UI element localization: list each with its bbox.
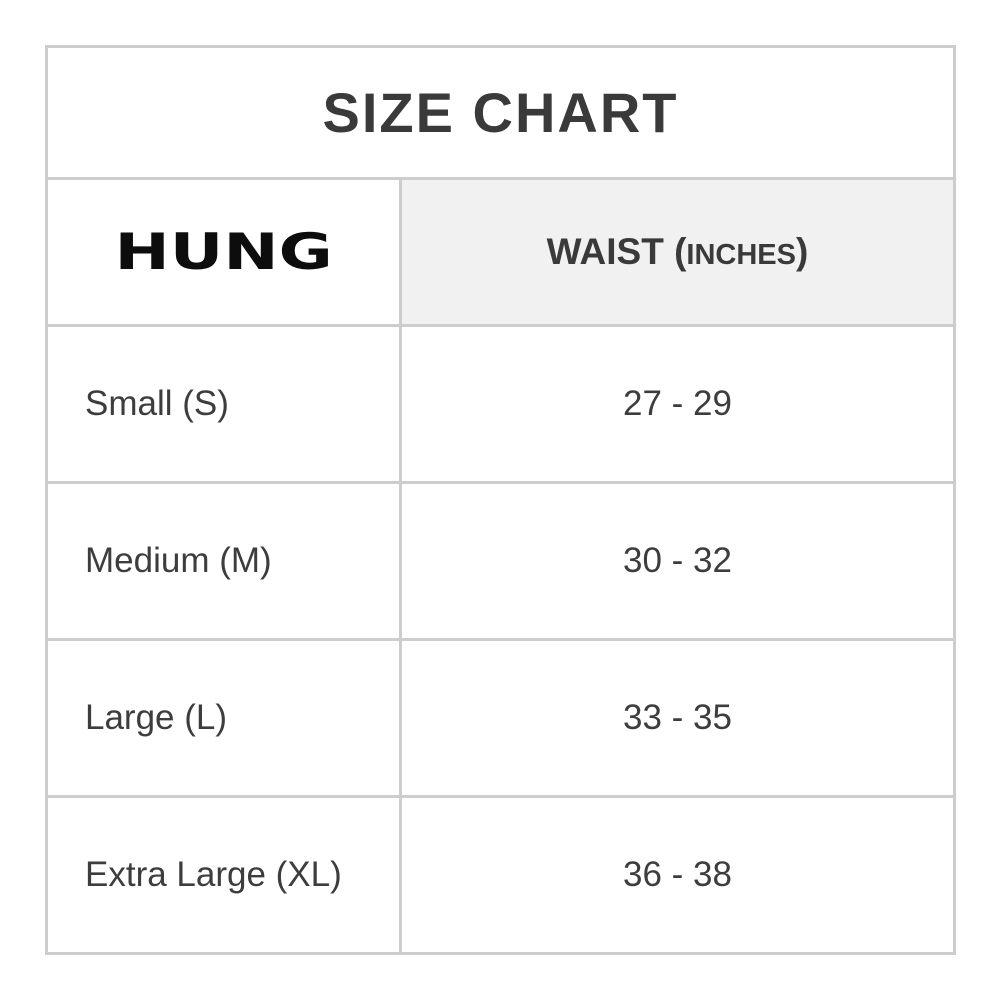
brand-logo: HUNG [114, 223, 333, 281]
size-cell: Small (S) [48, 327, 399, 481]
waist-cell: 30 - 32 [399, 484, 953, 638]
size-label: Medium (M) [85, 541, 272, 580]
waist-cell: 33 - 35 [399, 641, 953, 795]
size-chart-table: SIZE CHART HUNG WAIST (INCHES) Small (S)… [45, 45, 956, 955]
table-row: Extra Large (XL) 36 - 38 [48, 798, 953, 952]
waist-header: WAIST (INCHES) [547, 231, 809, 273]
size-label: Small (S) [85, 384, 229, 423]
brand-logo-cell: HUNG [48, 180, 399, 324]
waist-cell: 27 - 29 [399, 327, 953, 481]
page-title: SIZE CHART [322, 81, 679, 144]
waist-value: 30 - 32 [623, 541, 732, 580]
table-row: Medium (M) 30 - 32 [48, 484, 953, 641]
waist-value: 33 - 35 [623, 698, 732, 737]
waist-header-cell: WAIST (INCHES) [399, 180, 953, 324]
waist-value: 36 - 38 [623, 855, 732, 894]
table-row: Large (L) 33 - 35 [48, 641, 953, 798]
waist-cell: 36 - 38 [399, 798, 953, 952]
size-label: Large (L) [85, 698, 228, 737]
size-cell: Medium (M) [48, 484, 399, 638]
size-cell: Extra Large (XL) [48, 798, 399, 952]
waist-header-main: WAIST ( [546, 231, 687, 272]
size-cell: Large (L) [48, 641, 399, 795]
title-row: SIZE CHART [48, 48, 953, 180]
waist-value: 27 - 29 [623, 384, 732, 423]
size-label: Extra Large (XL) [85, 855, 342, 894]
waist-header-unit: INCHES [686, 239, 796, 271]
table-row: Small (S) 27 - 29 [48, 327, 953, 484]
waist-header-close-paren: ) [796, 231, 809, 272]
header-row: HUNG WAIST (INCHES) [48, 180, 953, 327]
